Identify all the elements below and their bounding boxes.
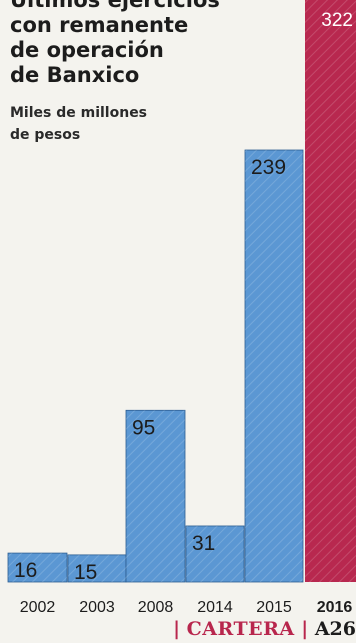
data-label: 15 [74,561,97,584]
bar-hatch-2014 [186,525,244,582]
data-label: 16 [14,559,37,582]
subtitle-line: Miles de millones [10,105,148,121]
footer-divider: | [294,618,315,640]
page-footer: | CARTERA | A26 [0,616,356,643]
footer-divider: | [173,618,187,640]
title-line: Últimos ejercicios [10,0,220,12]
x-tick-label: 2008 [138,599,174,616]
footer-section: CARTERA [186,618,295,640]
title-line: de Banxico [10,63,140,87]
bar-hatch-2016 [305,0,356,582]
chart-title: Últimos ejercicios con remanente de oper… [10,0,250,88]
bar-hatch-2008 [126,410,185,582]
bar-hatch-2015 [245,150,303,583]
data-label: 31 [192,532,215,555]
footer-page-number: A26 [314,618,356,640]
data-label: 322 [321,10,353,31]
x-tick-label: 2003 [79,599,115,616]
x-tick-label: 2015 [256,599,292,616]
data-label: 95 [132,416,155,439]
bar-hatch-2003 [68,554,126,582]
title-line: de operación [10,38,164,62]
data-label: 239 [251,156,286,179]
x-tick-label: 2016 [317,599,353,616]
title-line: con remanente [10,13,189,37]
bar-hatch-2002 [8,553,67,582]
x-tick-label: 2014 [197,599,233,616]
chart-subtitle: Miles de millones de pesos [10,102,210,146]
subtitle-line: de pesos [10,127,81,143]
x-tick-label: 2002 [20,599,56,616]
